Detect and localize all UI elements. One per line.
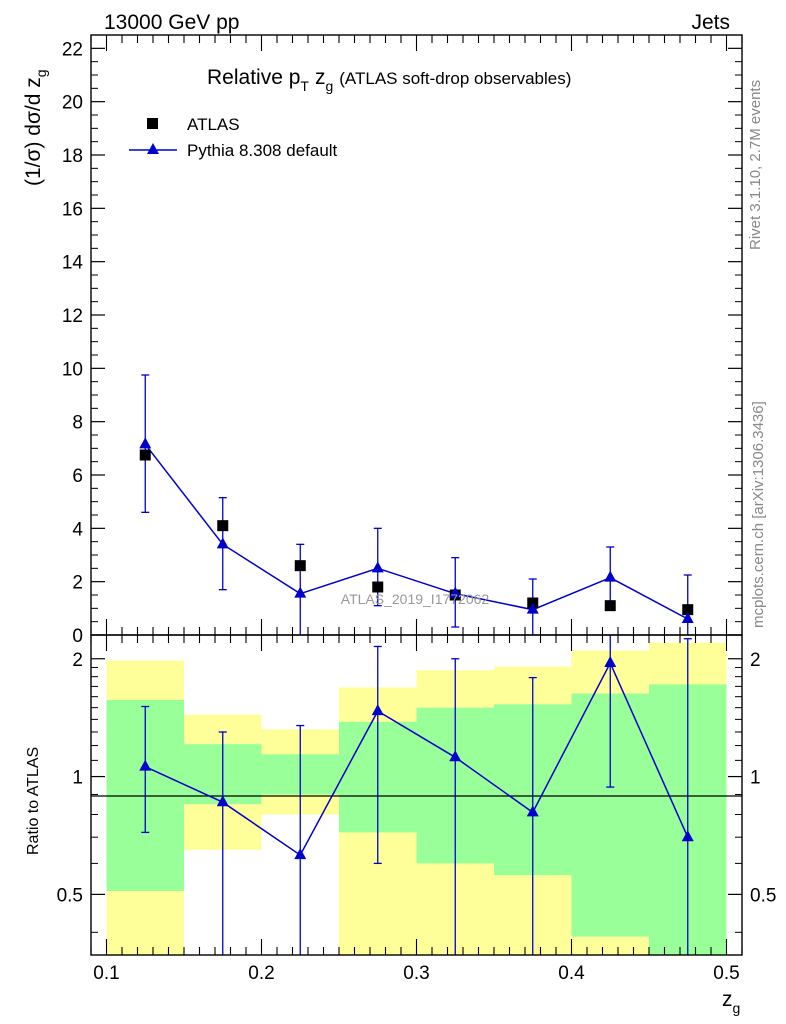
ratio-data-point — [681, 830, 694, 842]
x-tick-label: 0.4 — [558, 963, 585, 984]
x-tick-label: 0.2 — [248, 963, 274, 984]
ratio-y-tick-label-right: 2 — [750, 650, 761, 671]
atlas-data-point — [682, 604, 694, 616]
x-tick-label: 0.3 — [403, 963, 429, 984]
y-tick-label: 10 — [62, 359, 83, 380]
y-tick-label: 12 — [62, 306, 83, 327]
header-right: Jets — [691, 11, 730, 34]
y-tick-label: 20 — [62, 93, 83, 114]
main-series-layer — [139, 374, 694, 635]
ratio-y-tick-label-right: 1 — [750, 768, 761, 789]
legend-atlas-label: ATLAS — [187, 115, 240, 134]
mc-data-point — [139, 437, 152, 449]
mc-data-point — [526, 602, 539, 614]
ratio-data-point — [139, 759, 152, 771]
ratio-series-layer — [139, 635, 694, 955]
ratio-y-axis-label: Ratio to ATLAS — [25, 747, 42, 855]
y-tick-label: 6 — [72, 466, 83, 487]
y-tick-label: 4 — [72, 519, 83, 540]
y-tick-label: 14 — [62, 253, 84, 274]
atlas-data-point — [139, 449, 151, 461]
main-axis-ticks: 0 2 4 6 8 10 12 14 16 18 20 22 — [62, 34, 743, 647]
ratio-y-tick-label: 0.5 — [57, 885, 83, 906]
ratio-data-point — [449, 750, 462, 762]
x-axis-label: zg — [722, 988, 740, 1016]
atlas-data-point — [217, 520, 229, 532]
x-tick-label: 0.5 — [713, 963, 739, 984]
legend-atlas-marker — [147, 118, 158, 129]
analysis-watermark: ATLAS_2019_I1772062 — [341, 591, 490, 607]
mc-data-point — [371, 561, 384, 573]
y-tick-label: 8 — [72, 413, 83, 434]
y-tick-label: 16 — [62, 199, 83, 220]
legend: ATLAS Pythia 8.308 default — [129, 115, 338, 160]
mc-data-point — [681, 612, 694, 623]
x-tick-label: 0.1 — [93, 963, 119, 984]
ratio-data-point — [604, 656, 617, 668]
main-title: Relative pT zg (ATLAS soft-drop observable… — [207, 66, 571, 94]
atlas-data-point — [294, 560, 306, 572]
mc-data-point — [449, 586, 462, 598]
mc-data-point — [604, 570, 617, 582]
mc-data-point — [216, 537, 229, 549]
header-left: 13000 GeV pp — [104, 11, 239, 34]
ratio-series-line — [144, 661, 689, 857]
legend-mc-marker — [147, 143, 159, 154]
y-tick-label: 0 — [72, 626, 83, 647]
mc-data-point — [294, 586, 307, 598]
mcplots-label: mcplots.cern.ch [arXiv:1306.3436] — [750, 401, 767, 628]
ratio-data-point — [216, 795, 229, 807]
ratio-data-point — [526, 805, 539, 817]
ratio-data-point — [294, 848, 307, 860]
ratio-data-point — [371, 704, 384, 716]
ratio-y-tick-label-right: 0.5 — [750, 885, 776, 906]
rivet-label: Rivet 3.1.10, 2.7M events — [747, 80, 764, 250]
y-tick-label: 22 — [62, 39, 83, 60]
atlas-data-point — [604, 600, 616, 612]
atlas-data-point — [372, 581, 384, 593]
y-tick-label: 18 — [62, 146, 83, 167]
main-y-axis-label: (1/σ) dσ/d zg — [22, 69, 49, 186]
ratio-axis-ticks: 0.1 0.2 0.3 0.4 0.5 0.5 0.5 1 1 2 2 — [57, 635, 776, 984]
legend-mc-label: Pythia 8.308 default — [187, 141, 338, 160]
mc-series-line — [144, 443, 689, 620]
ratio-y-tick-label: 1 — [72, 768, 83, 789]
y-tick-label: 2 — [72, 573, 83, 594]
ratio-bands — [106, 642, 727, 955]
ratio-y-tick-label: 2 — [72, 650, 83, 671]
